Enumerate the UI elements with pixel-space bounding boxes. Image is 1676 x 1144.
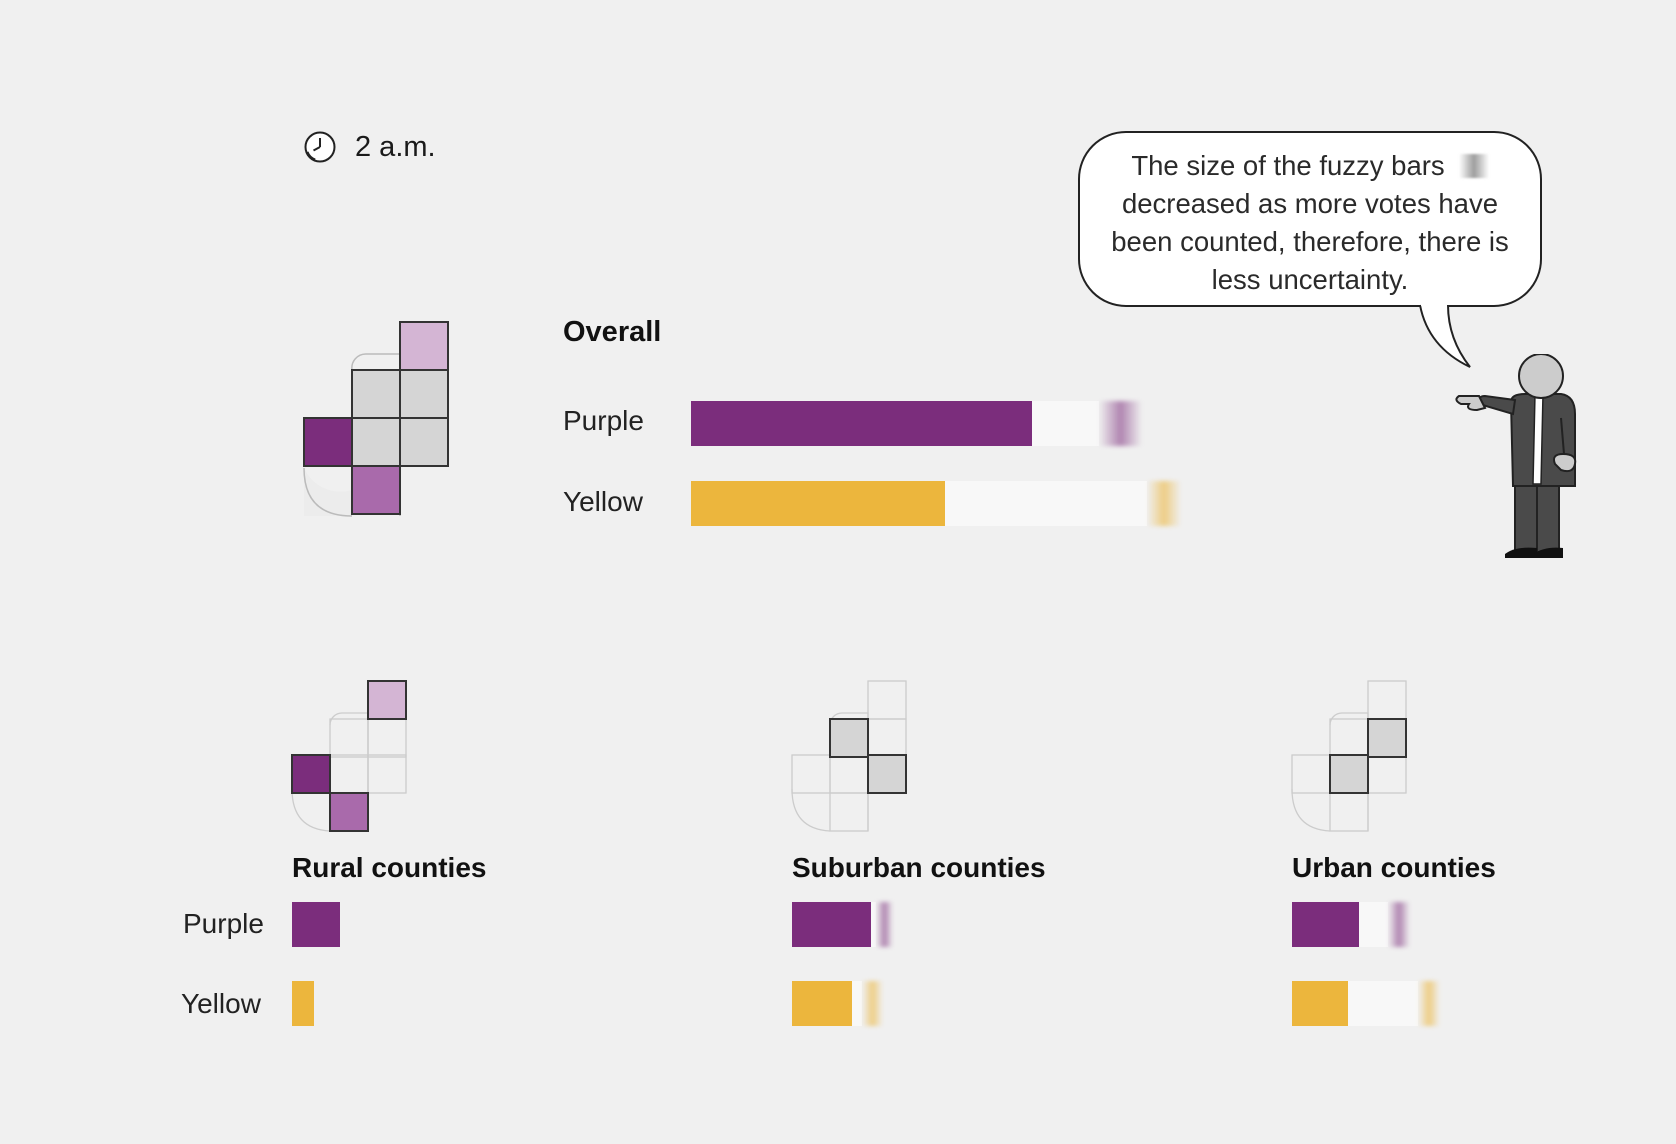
fuzzy-bar-swatch-icon xyxy=(1458,154,1489,178)
purple-expected-range xyxy=(1359,902,1388,947)
county-yellow-label: Yellow xyxy=(181,988,261,1019)
suburban-purple-bar xyxy=(792,902,1272,947)
purple-uncertainty-fuzz xyxy=(876,902,893,947)
yellow-uncertainty-fuzz xyxy=(1418,981,1440,1026)
overall-title: Overall xyxy=(563,316,662,348)
clock-icon xyxy=(304,131,336,163)
overall-purple-label: Purple xyxy=(563,405,644,436)
overall-state-map xyxy=(300,320,460,530)
yellow-expected-range xyxy=(945,481,1147,526)
yellow-uncertainty-fuzz xyxy=(861,981,884,1026)
urban-title: Urban counties xyxy=(1292,852,1496,883)
overall-purple-bar xyxy=(691,401,1171,446)
speech-text-part: The size of the fuzzy bars xyxy=(1131,150,1445,181)
yellow-counted-bar xyxy=(792,981,852,1026)
yellow-uncertainty-fuzz xyxy=(1147,481,1181,526)
purple-uncertainty-fuzz xyxy=(1099,401,1143,446)
purple-counted-bar xyxy=(292,902,340,947)
rural-state-map xyxy=(290,679,420,834)
urban-state-map xyxy=(1290,679,1420,834)
rural-purple-bar xyxy=(292,902,772,947)
suburban-yellow-bar xyxy=(792,981,1272,1026)
yellow-expected-range xyxy=(1347,981,1418,1026)
purple-counted-bar xyxy=(792,902,872,947)
urban-yellow-bar xyxy=(1292,981,1652,1026)
yellow-counted-bar xyxy=(292,981,314,1026)
yellow-counted-bar xyxy=(691,481,946,526)
rural-title: Rural counties xyxy=(292,852,487,883)
purple-expected-range xyxy=(871,902,876,947)
speech-text: The size of the fuzzy bars decreased as … xyxy=(1111,150,1509,295)
speech-bubble-tail xyxy=(1419,303,1471,368)
time-indicator: 2 a.m. xyxy=(303,128,436,166)
suburban-state-map xyxy=(790,679,920,834)
speech-bubble: The size of the fuzzy bars decreased as … xyxy=(1078,131,1542,307)
overall-yellow-bar xyxy=(691,481,1181,526)
presenter-character-icon xyxy=(1455,354,1577,558)
urban-purple-bar xyxy=(1292,902,1676,947)
purple-counted-bar xyxy=(1292,902,1360,947)
purple-expected-range xyxy=(1031,401,1099,446)
county-purple-label: Purple xyxy=(183,908,264,939)
overall-yellow-label: Yellow xyxy=(563,486,643,517)
speech-text-part: decreased as more votes have been counte… xyxy=(1111,188,1509,295)
yellow-expected-range xyxy=(852,981,862,1026)
yellow-counted-bar xyxy=(1292,981,1348,1026)
rural-yellow-bar xyxy=(292,981,772,1026)
time-label: 2 a.m. xyxy=(355,130,436,163)
suburban-title: Suburban counties xyxy=(792,852,1046,883)
purple-uncertainty-fuzz xyxy=(1388,902,1410,947)
purple-counted-bar xyxy=(691,401,1032,446)
